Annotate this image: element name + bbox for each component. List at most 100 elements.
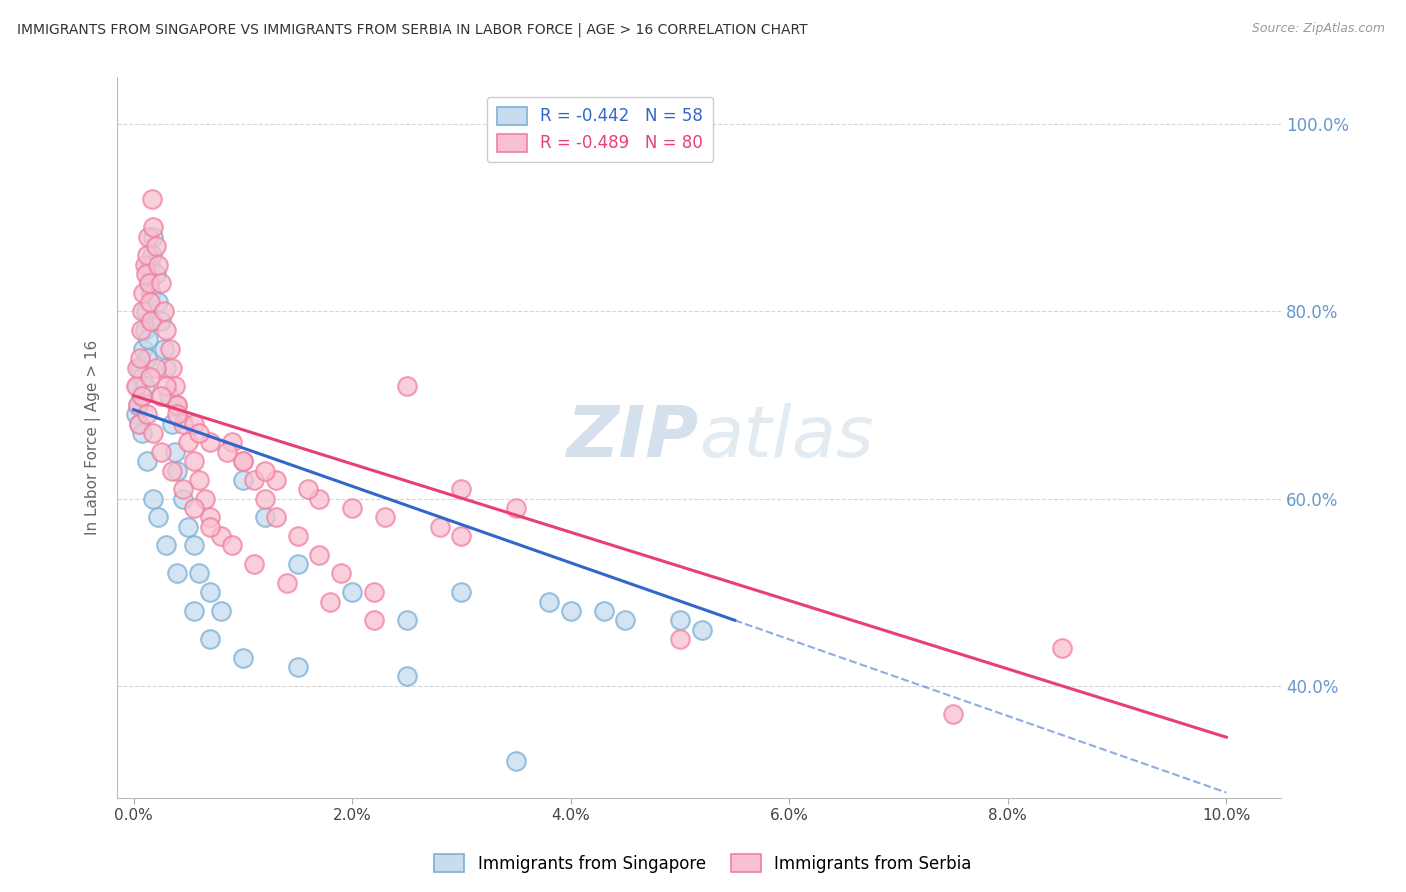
- Legend: Immigrants from Singapore, Immigrants from Serbia: Immigrants from Singapore, Immigrants fr…: [427, 847, 979, 880]
- Point: [505, 754, 527, 768]
- Point: [183, 604, 205, 618]
- Point: [125, 408, 148, 422]
- Point: [153, 304, 176, 318]
- Point: [125, 379, 148, 393]
- Point: [139, 370, 162, 384]
- Point: [330, 566, 353, 581]
- Point: [183, 500, 205, 515]
- Point: [155, 538, 177, 552]
- Point: [450, 585, 472, 599]
- Point: [134, 323, 156, 337]
- Point: [232, 454, 254, 468]
- Point: [287, 529, 309, 543]
- Point: [129, 351, 152, 366]
- Point: [166, 398, 188, 412]
- Point: [136, 333, 159, 347]
- Point: [669, 613, 692, 627]
- Point: [146, 258, 169, 272]
- Point: [198, 632, 221, 646]
- Point: [149, 314, 172, 328]
- Point: [135, 454, 157, 468]
- Point: [363, 613, 385, 627]
- Point: [215, 444, 238, 458]
- Point: [221, 538, 243, 552]
- Point: [139, 314, 162, 328]
- Point: [132, 285, 155, 300]
- Point: [146, 295, 169, 310]
- Point: [287, 660, 309, 674]
- Point: [127, 398, 149, 412]
- Point: [198, 585, 221, 599]
- Point: [221, 435, 243, 450]
- Point: [188, 473, 211, 487]
- Point: [155, 379, 177, 393]
- Point: [183, 454, 205, 468]
- Point: [155, 323, 177, 337]
- Text: Source: ZipAtlas.com: Source: ZipAtlas.com: [1251, 22, 1385, 36]
- Point: [129, 360, 152, 375]
- Point: [145, 360, 167, 375]
- Point: [243, 557, 266, 571]
- Point: [135, 304, 157, 318]
- Point: [145, 239, 167, 253]
- Point: [308, 491, 330, 506]
- Point: [135, 408, 157, 422]
- Point: [340, 500, 363, 515]
- Point: [125, 360, 148, 375]
- Point: [166, 463, 188, 477]
- Point: [395, 613, 418, 627]
- Point: [232, 473, 254, 487]
- Point: [131, 389, 153, 403]
- Point: [287, 557, 309, 571]
- Point: [166, 398, 188, 412]
- Point: [141, 192, 163, 206]
- Point: [141, 248, 163, 262]
- Point: [264, 473, 287, 487]
- Point: [560, 604, 582, 618]
- Point: [135, 267, 157, 281]
- Point: [183, 417, 205, 431]
- Point: [166, 408, 188, 422]
- Point: [450, 529, 472, 543]
- Point: [429, 519, 451, 533]
- Point: [253, 463, 276, 477]
- Point: [308, 548, 330, 562]
- Point: [149, 277, 172, 291]
- Point: [142, 426, 165, 441]
- Point: [157, 389, 180, 403]
- Point: [149, 389, 172, 403]
- Point: [166, 566, 188, 581]
- Point: [139, 285, 162, 300]
- Point: [136, 229, 159, 244]
- Point: [172, 482, 194, 496]
- Point: [128, 417, 150, 431]
- Point: [614, 613, 637, 627]
- Point: [209, 529, 232, 543]
- Point: [138, 277, 160, 291]
- Y-axis label: In Labor Force | Age > 16: In Labor Force | Age > 16: [86, 340, 101, 535]
- Point: [297, 482, 319, 496]
- Point: [194, 491, 217, 506]
- Point: [253, 491, 276, 506]
- Point: [340, 585, 363, 599]
- Point: [165, 444, 187, 458]
- Point: [139, 295, 162, 310]
- Point: [183, 538, 205, 552]
- Point: [177, 435, 200, 450]
- Point: [363, 585, 385, 599]
- Point: [165, 379, 187, 393]
- Point: [131, 389, 153, 403]
- Point: [160, 463, 183, 477]
- Point: [138, 277, 160, 291]
- Text: atlas: atlas: [699, 403, 873, 472]
- Point: [142, 229, 165, 244]
- Point: [209, 604, 232, 618]
- Point: [149, 444, 172, 458]
- Point: [669, 632, 692, 646]
- Point: [395, 379, 418, 393]
- Point: [395, 669, 418, 683]
- Point: [243, 473, 266, 487]
- Point: [139, 314, 162, 328]
- Point: [146, 510, 169, 524]
- Point: [592, 604, 614, 618]
